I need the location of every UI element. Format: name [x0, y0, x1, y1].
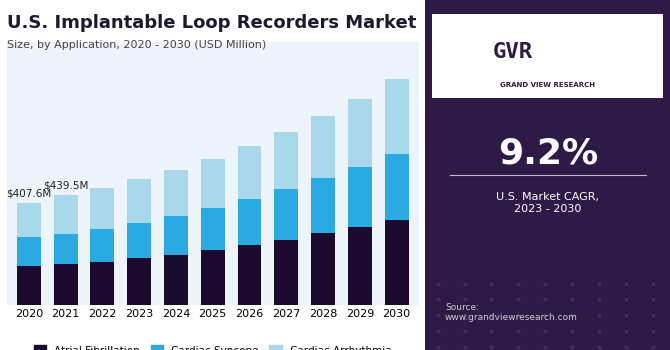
Bar [127, 179, 151, 223]
Bar [274, 239, 298, 304]
Bar [348, 227, 372, 304]
Bar [201, 159, 224, 208]
Text: U.S. Implantable Loop Recorders Market: U.S. Implantable Loop Recorders Market [7, 14, 416, 32]
Bar [127, 223, 151, 258]
Bar [164, 254, 188, 304]
Bar [385, 79, 409, 154]
Bar [311, 178, 335, 233]
Text: GVR: GVR [493, 42, 533, 62]
Bar [54, 233, 78, 264]
Text: GRAND VIEW RESEARCH: GRAND VIEW RESEARCH [500, 82, 595, 89]
Legend: Atrial Fibrillation, Cardiac Syncope, Cardiac Arrhythmia: Atrial Fibrillation, Cardiac Syncope, Ca… [29, 341, 396, 350]
Bar [238, 245, 261, 304]
Bar [385, 220, 409, 304]
Bar [90, 229, 115, 261]
Bar [127, 258, 151, 304]
Bar [164, 170, 188, 216]
Bar [348, 167, 372, 227]
Bar [238, 198, 261, 245]
Bar [17, 237, 41, 266]
Bar [201, 250, 224, 304]
Text: $407.6M: $407.6M [6, 188, 52, 198]
Bar [17, 266, 41, 304]
Bar [164, 216, 188, 254]
Text: 9.2%: 9.2% [498, 137, 598, 171]
Bar [311, 233, 335, 304]
Bar [311, 116, 335, 178]
Text: U.S. Market CAGR,
2023 - 2030: U.S. Market CAGR, 2023 - 2030 [496, 192, 599, 214]
Bar [17, 203, 41, 237]
Bar [385, 154, 409, 220]
Text: Size, by Application, 2020 - 2030 (USD Million): Size, by Application, 2020 - 2030 (USD M… [7, 40, 266, 50]
Bar [348, 98, 372, 167]
Text: $439.5M: $439.5M [43, 180, 88, 190]
Bar [90, 261, 115, 304]
Bar [54, 195, 78, 233]
Bar [201, 208, 224, 250]
Bar [274, 189, 298, 239]
Bar [238, 146, 261, 198]
Bar [274, 132, 298, 189]
Text: Source:
www.grandviewresearch.com: Source: www.grandviewresearch.com [445, 303, 578, 322]
Bar [90, 188, 115, 229]
Bar [54, 264, 78, 304]
